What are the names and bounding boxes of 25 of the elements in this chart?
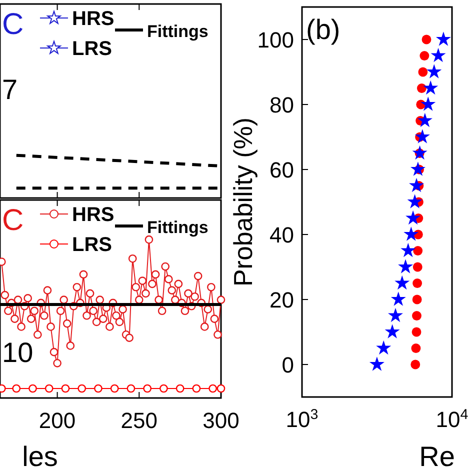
y-tick-label: 0 — [282, 352, 294, 378]
annotation: (b) — [306, 14, 340, 45]
y-tick-label: 100 — [257, 28, 294, 52]
y-tick-label: 40 — [270, 222, 294, 248]
y-tick-label: 60 — [270, 158, 294, 182]
x-tick-label: 250 — [120, 408, 158, 433]
legend-label: LRS — [72, 38, 112, 60]
legend-label: HRS — [72, 204, 114, 226]
legend-label: LRS — [72, 234, 112, 256]
text: 7 — [2, 74, 18, 105]
text: C — [2, 8, 24, 41]
x-axis-title: Re — [419, 441, 455, 472]
x-tick-label: 300 — [202, 408, 240, 433]
legend-label: Fittings — [147, 22, 208, 41]
y-axis-title: Probability (%) — [228, 117, 258, 287]
x-axis-title: les — [22, 441, 58, 472]
y-tick-label: 20 — [270, 288, 294, 312]
x-tick-label: 10$^{3}$ — [286, 407, 318, 432]
annotation: 10 — [2, 337, 34, 368]
x-tick-label: 200 — [38, 408, 76, 433]
text: C — [2, 204, 24, 237]
legend-label: HRS — [72, 8, 114, 30]
y-tick-label: 80 — [270, 92, 294, 118]
legend-label: Fittings — [147, 218, 208, 237]
x-tick-label: 10$^{4}$ — [436, 407, 468, 432]
